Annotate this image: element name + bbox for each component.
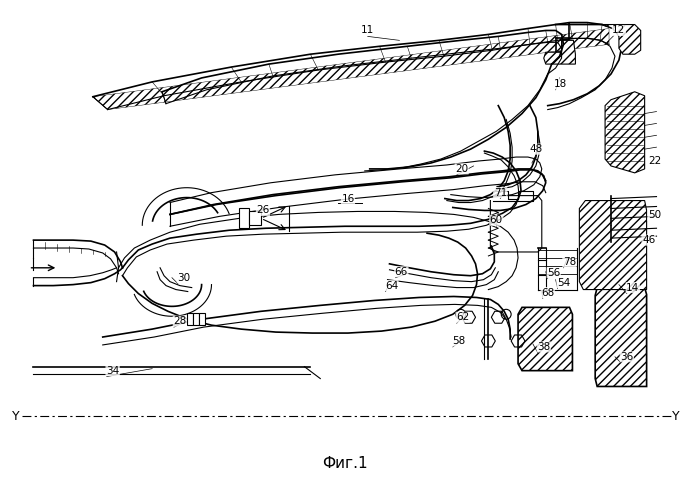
Polygon shape	[93, 28, 609, 110]
Text: 68: 68	[541, 288, 554, 298]
Bar	[187, 314, 193, 325]
Text: 34: 34	[106, 366, 119, 376]
Text: 62: 62	[456, 312, 469, 322]
Text: 38: 38	[537, 342, 551, 352]
Text: 28: 28	[173, 316, 186, 326]
Text: 20: 20	[455, 164, 469, 174]
Text: Фиг.1: Фиг.1	[322, 456, 368, 471]
Text: 14: 14	[626, 282, 640, 292]
Text: 60: 60	[490, 216, 503, 226]
Polygon shape	[544, 40, 575, 64]
Polygon shape	[580, 200, 647, 290]
Text: 30: 30	[177, 272, 190, 282]
Text: 11: 11	[361, 26, 375, 36]
Text: Y: Y	[673, 410, 680, 422]
Text: 26: 26	[256, 206, 270, 216]
Text: 78: 78	[563, 257, 576, 267]
Text: 66: 66	[395, 267, 408, 277]
Text: 36: 36	[620, 352, 633, 362]
Bar	[199, 314, 204, 325]
Bar	[249, 212, 261, 226]
Text: 22: 22	[648, 156, 661, 166]
Text: 12: 12	[612, 26, 626, 36]
Polygon shape	[605, 92, 644, 173]
Text: 58: 58	[452, 336, 465, 346]
Text: 54: 54	[557, 278, 570, 287]
Polygon shape	[518, 308, 573, 370]
Text: 71: 71	[493, 188, 507, 198]
Text: 64: 64	[385, 280, 398, 290]
Polygon shape	[603, 24, 641, 54]
Text: Y: Y	[12, 410, 19, 422]
Text: 50: 50	[648, 210, 661, 220]
Bar	[193, 314, 199, 325]
Text: 18: 18	[554, 79, 567, 89]
Bar	[239, 208, 249, 228]
Text: 46: 46	[642, 235, 656, 245]
Text: 48: 48	[529, 144, 542, 154]
Polygon shape	[595, 288, 647, 386]
Text: 16: 16	[342, 194, 355, 203]
Text: 56: 56	[547, 268, 560, 278]
